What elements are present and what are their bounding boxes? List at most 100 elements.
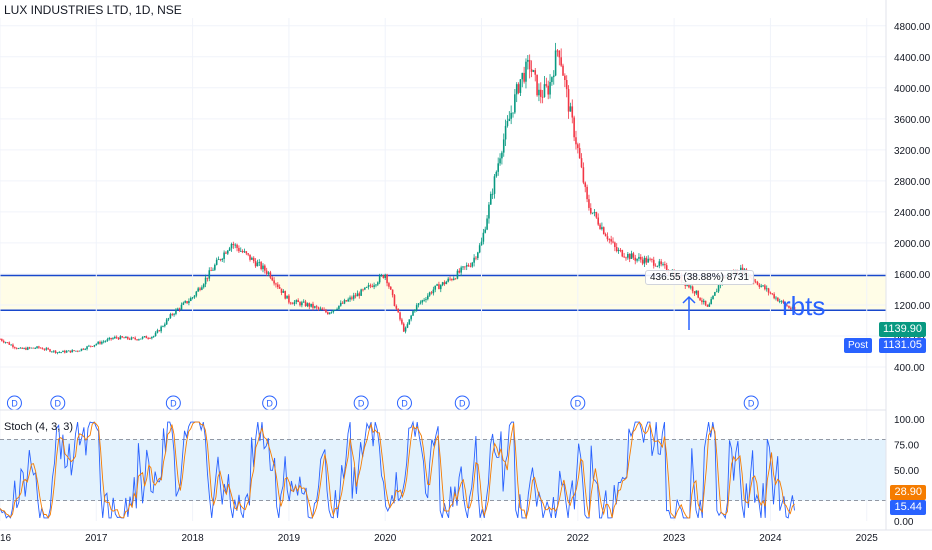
candle-body	[247, 253, 249, 255]
candle-body	[567, 89, 570, 112]
candle-body	[138, 339, 140, 341]
candle-body	[101, 341, 103, 344]
candle-body	[391, 289, 394, 296]
candle-body	[330, 311, 333, 313]
candle-body	[577, 144, 579, 149]
candle-body	[612, 241, 614, 243]
candle-body	[108, 337, 111, 340]
candle-body	[360, 289, 362, 296]
candle-body	[715, 291, 718, 293]
candle-body	[139, 338, 142, 340]
candle-body	[265, 270, 268, 274]
candle-body	[71, 350, 74, 353]
candle-body	[493, 176, 496, 194]
dividend-marker-label: D	[459, 399, 466, 409]
candle-body	[565, 80, 568, 90]
candle-body	[588, 199, 590, 208]
candle-body	[201, 287, 203, 290]
candle-body	[621, 250, 624, 257]
candle-body	[362, 289, 364, 291]
candle-body	[364, 287, 366, 290]
candle-body	[91, 346, 94, 347]
candle-body	[354, 295, 357, 297]
candle-body	[325, 309, 327, 313]
candle-body	[482, 232, 485, 242]
candle-body	[460, 267, 462, 273]
candle-body	[49, 349, 51, 352]
candle-body	[434, 285, 437, 290]
price-tick-label: 800.00	[894, 332, 925, 343]
candle-body	[695, 290, 698, 294]
annotation-text[interactable]: rbts	[782, 291, 826, 321]
candle-body	[478, 245, 481, 253]
candle-body	[352, 295, 355, 299]
candle-body	[445, 281, 448, 285]
candle-body	[75, 350, 77, 352]
candle-body	[136, 339, 138, 341]
candle-body	[65, 351, 68, 353]
candle-body	[765, 288, 768, 290]
candle-body	[404, 327, 407, 332]
candle-body	[564, 75, 566, 81]
candle-body	[164, 324, 166, 327]
candle-body	[604, 234, 607, 237]
candle-body	[551, 77, 553, 83]
candle-body	[99, 341, 101, 344]
candle-body	[273, 280, 275, 284]
candle-body	[110, 337, 112, 340]
candle-body	[234, 244, 237, 246]
candle-body	[19, 347, 22, 349]
candle-body	[664, 264, 666, 266]
candle-body	[641, 259, 644, 264]
candle-body	[469, 266, 472, 267]
candle-body	[617, 249, 620, 252]
candle-body	[393, 295, 396, 307]
candle-body	[484, 229, 487, 233]
candle-body	[523, 72, 525, 82]
grid	[0, 18, 886, 521]
candle-body	[143, 336, 146, 337]
candle-body	[145, 336, 148, 339]
candle-body	[569, 106, 572, 112]
candle-body	[319, 308, 322, 310]
candle-body	[93, 344, 96, 347]
candle-body	[36, 346, 38, 349]
candle-body	[389, 286, 392, 290]
candle-body	[358, 293, 361, 296]
candle-body	[314, 306, 316, 308]
candle-body	[373, 285, 375, 287]
candle-body	[82, 348, 85, 350]
candle-body	[547, 85, 549, 95]
candle-body	[54, 350, 57, 353]
candle-body	[514, 94, 516, 113]
candle-body	[258, 262, 261, 263]
stoch-label: Stoch (4, 3, 3)	[4, 421, 74, 433]
candle-body	[408, 319, 411, 325]
candle-body	[238, 247, 240, 252]
candle-body	[210, 270, 212, 272]
candle-body	[23, 348, 25, 349]
dividend-marker-label: D	[11, 399, 18, 409]
stoch-panel	[0, 420, 886, 520]
candle-body	[221, 258, 224, 261]
candle-body	[125, 336, 127, 339]
candle-body	[34, 348, 36, 349]
candle-body	[69, 350, 72, 353]
candle-body	[502, 139, 505, 153]
candle-body	[549, 82, 551, 95]
post-price-tag: 1131.05	[879, 338, 926, 353]
measure-arrow-head	[682, 295, 696, 304]
candle-body	[449, 278, 451, 280]
time-tick-label: 2020	[374, 533, 397, 544]
candle-body	[571, 106, 574, 118]
candle-body	[119, 336, 122, 340]
candle-body	[480, 241, 483, 246]
candle-body	[528, 59, 531, 70]
candle-body	[232, 243, 235, 246]
candle-body	[154, 332, 157, 337]
candle-body	[141, 336, 144, 339]
candle-body	[395, 306, 398, 309]
